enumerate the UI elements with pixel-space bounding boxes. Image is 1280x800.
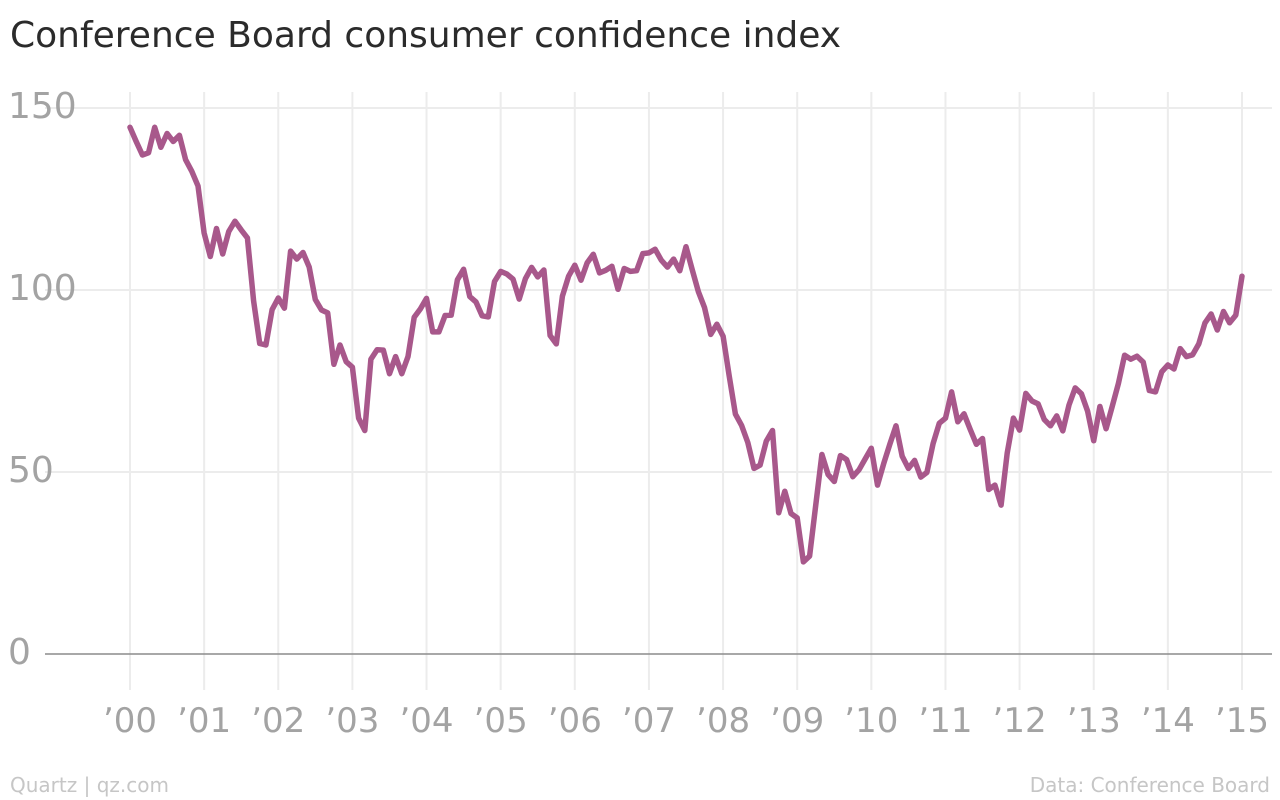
x-tick-label-1: ’01 (177, 701, 231, 741)
y-tick-label-2: 100 (8, 268, 77, 309)
series-line-0 (127, 124, 1245, 565)
x-tick-label-6: ’06 (548, 701, 602, 741)
series-layer (127, 124, 1245, 565)
x-tick-label-4: ’04 (399, 701, 453, 741)
x-tick-label-5: ’05 (474, 701, 528, 741)
x-tick-label-2: ’02 (251, 701, 305, 741)
y-tick-label-3: 150 (8, 86, 77, 127)
x-tick-label-9: ’09 (770, 701, 824, 741)
x-tick-label-7: ’07 (622, 701, 676, 741)
x-axis-tick-labels: ’00 ’01 ’02 ’03 ’04 ’05 ’06 ’07 ’08 ’09 ’10 ’11 ’12 ’… (103, 701, 1269, 741)
y-axis-tick-labels: 0 50 100 150 (8, 86, 77, 673)
horizontal-gridlines (45, 107, 1272, 473)
x-tick-label-13: ’13 (1067, 701, 1121, 741)
footer-credit: Quartz | qz.com (10, 773, 169, 797)
y-tick-label-0: 0 (8, 632, 31, 673)
y-tick-label-1: 50 (8, 450, 54, 491)
x-tick-label-3: ’03 (325, 701, 379, 741)
x-tick-label-8: ’08 (696, 701, 750, 741)
x-tick-label-12: ’12 (993, 701, 1047, 741)
x-tick-label-0: ’00 (103, 701, 157, 741)
x-tick-label-10: ’10 (844, 701, 898, 741)
chart-title: Conference Board consumer confidence ind… (10, 15, 842, 56)
x-tick-label-11: ’11 (918, 701, 972, 741)
x-tick-label-14: ’14 (1141, 701, 1195, 741)
x-tick-label-15: ’15 (1215, 701, 1269, 741)
vertical-gridlines (129, 92, 1243, 690)
footer-data-source: Data: Conference Board (1029, 773, 1270, 797)
